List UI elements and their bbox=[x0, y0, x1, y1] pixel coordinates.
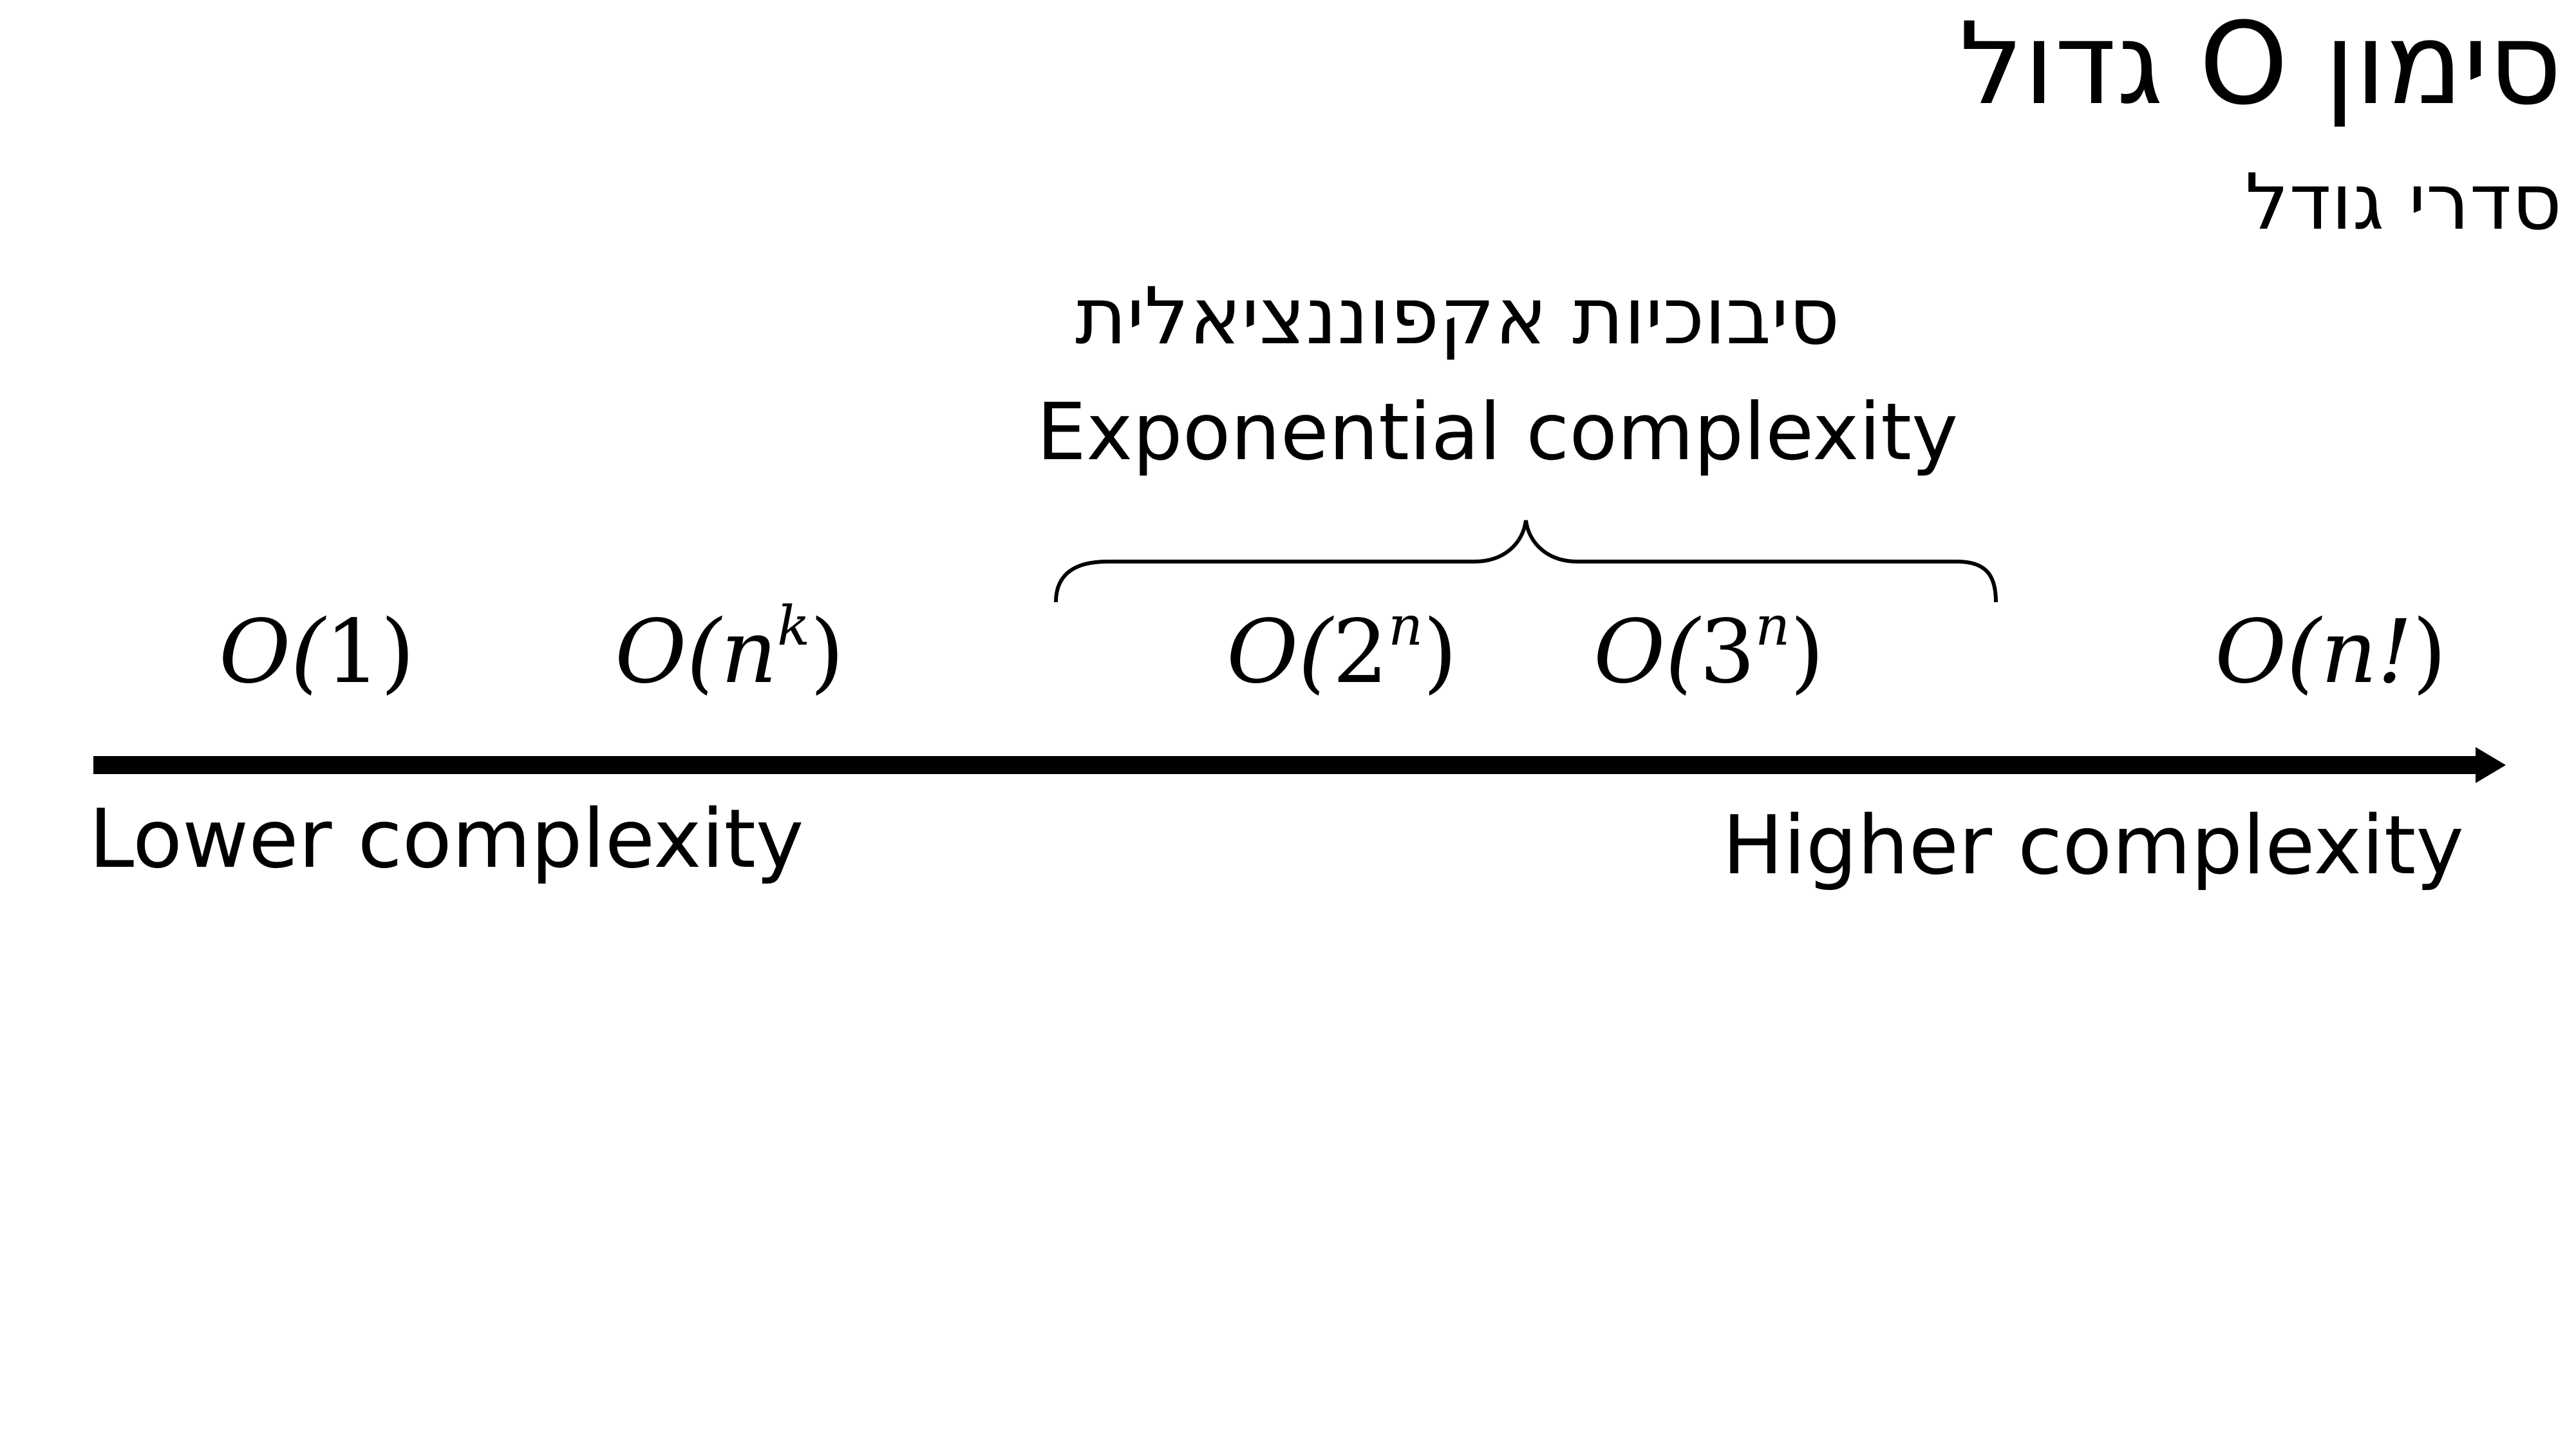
term-exponent: n bbox=[1388, 594, 1424, 658]
complexity-term-factorial: O(n!) bbox=[2215, 609, 2447, 696]
complexity-term-exponential-2: O(2n) bbox=[1227, 599, 1457, 696]
term-suffix: ) bbox=[1423, 601, 1458, 703]
term-base: 1 bbox=[324, 601, 381, 703]
term-prefix: O( bbox=[615, 601, 721, 703]
term-base: n bbox=[720, 601, 778, 703]
term-suffix: ) bbox=[810, 601, 845, 703]
complexity-term-exponential-3: O(3n) bbox=[1594, 599, 1824, 696]
exponential-label-english: Exponential complexity bbox=[1037, 386, 1959, 478]
term-exponent: k bbox=[777, 594, 811, 658]
exponential-label-hebrew: סיבוכיות אקפוננציאלית bbox=[1075, 270, 1840, 362]
term-prefix: O( bbox=[219, 601, 325, 703]
term-prefix: O( bbox=[1227, 601, 1333, 703]
term-prefix: O( bbox=[1594, 601, 1700, 703]
term-base: 3 bbox=[1699, 601, 1756, 703]
complexity-axis-arrowhead bbox=[2476, 747, 2506, 783]
term-base: n! bbox=[2320, 601, 2412, 703]
lower-complexity-label: Lower complexity bbox=[89, 791, 804, 886]
term-suffix: ) bbox=[1790, 601, 1825, 703]
term-suffix: ) bbox=[381, 601, 415, 703]
exponential-brace bbox=[1054, 520, 1998, 603]
complexity-term-polynomial: O(nk) bbox=[615, 599, 844, 696]
term-exponent: n bbox=[1755, 594, 1791, 658]
term-base: 2 bbox=[1332, 601, 1389, 703]
complexity-term-constant: O(1) bbox=[219, 609, 415, 696]
page-subtitle: סדרי גודל bbox=[2245, 158, 2562, 247]
term-suffix: ) bbox=[2412, 601, 2447, 703]
higher-complexity-label: Higher complexity bbox=[1722, 798, 2464, 893]
term-prefix: O( bbox=[2215, 601, 2321, 703]
page-title: סימון O גדול bbox=[1959, 0, 2562, 130]
